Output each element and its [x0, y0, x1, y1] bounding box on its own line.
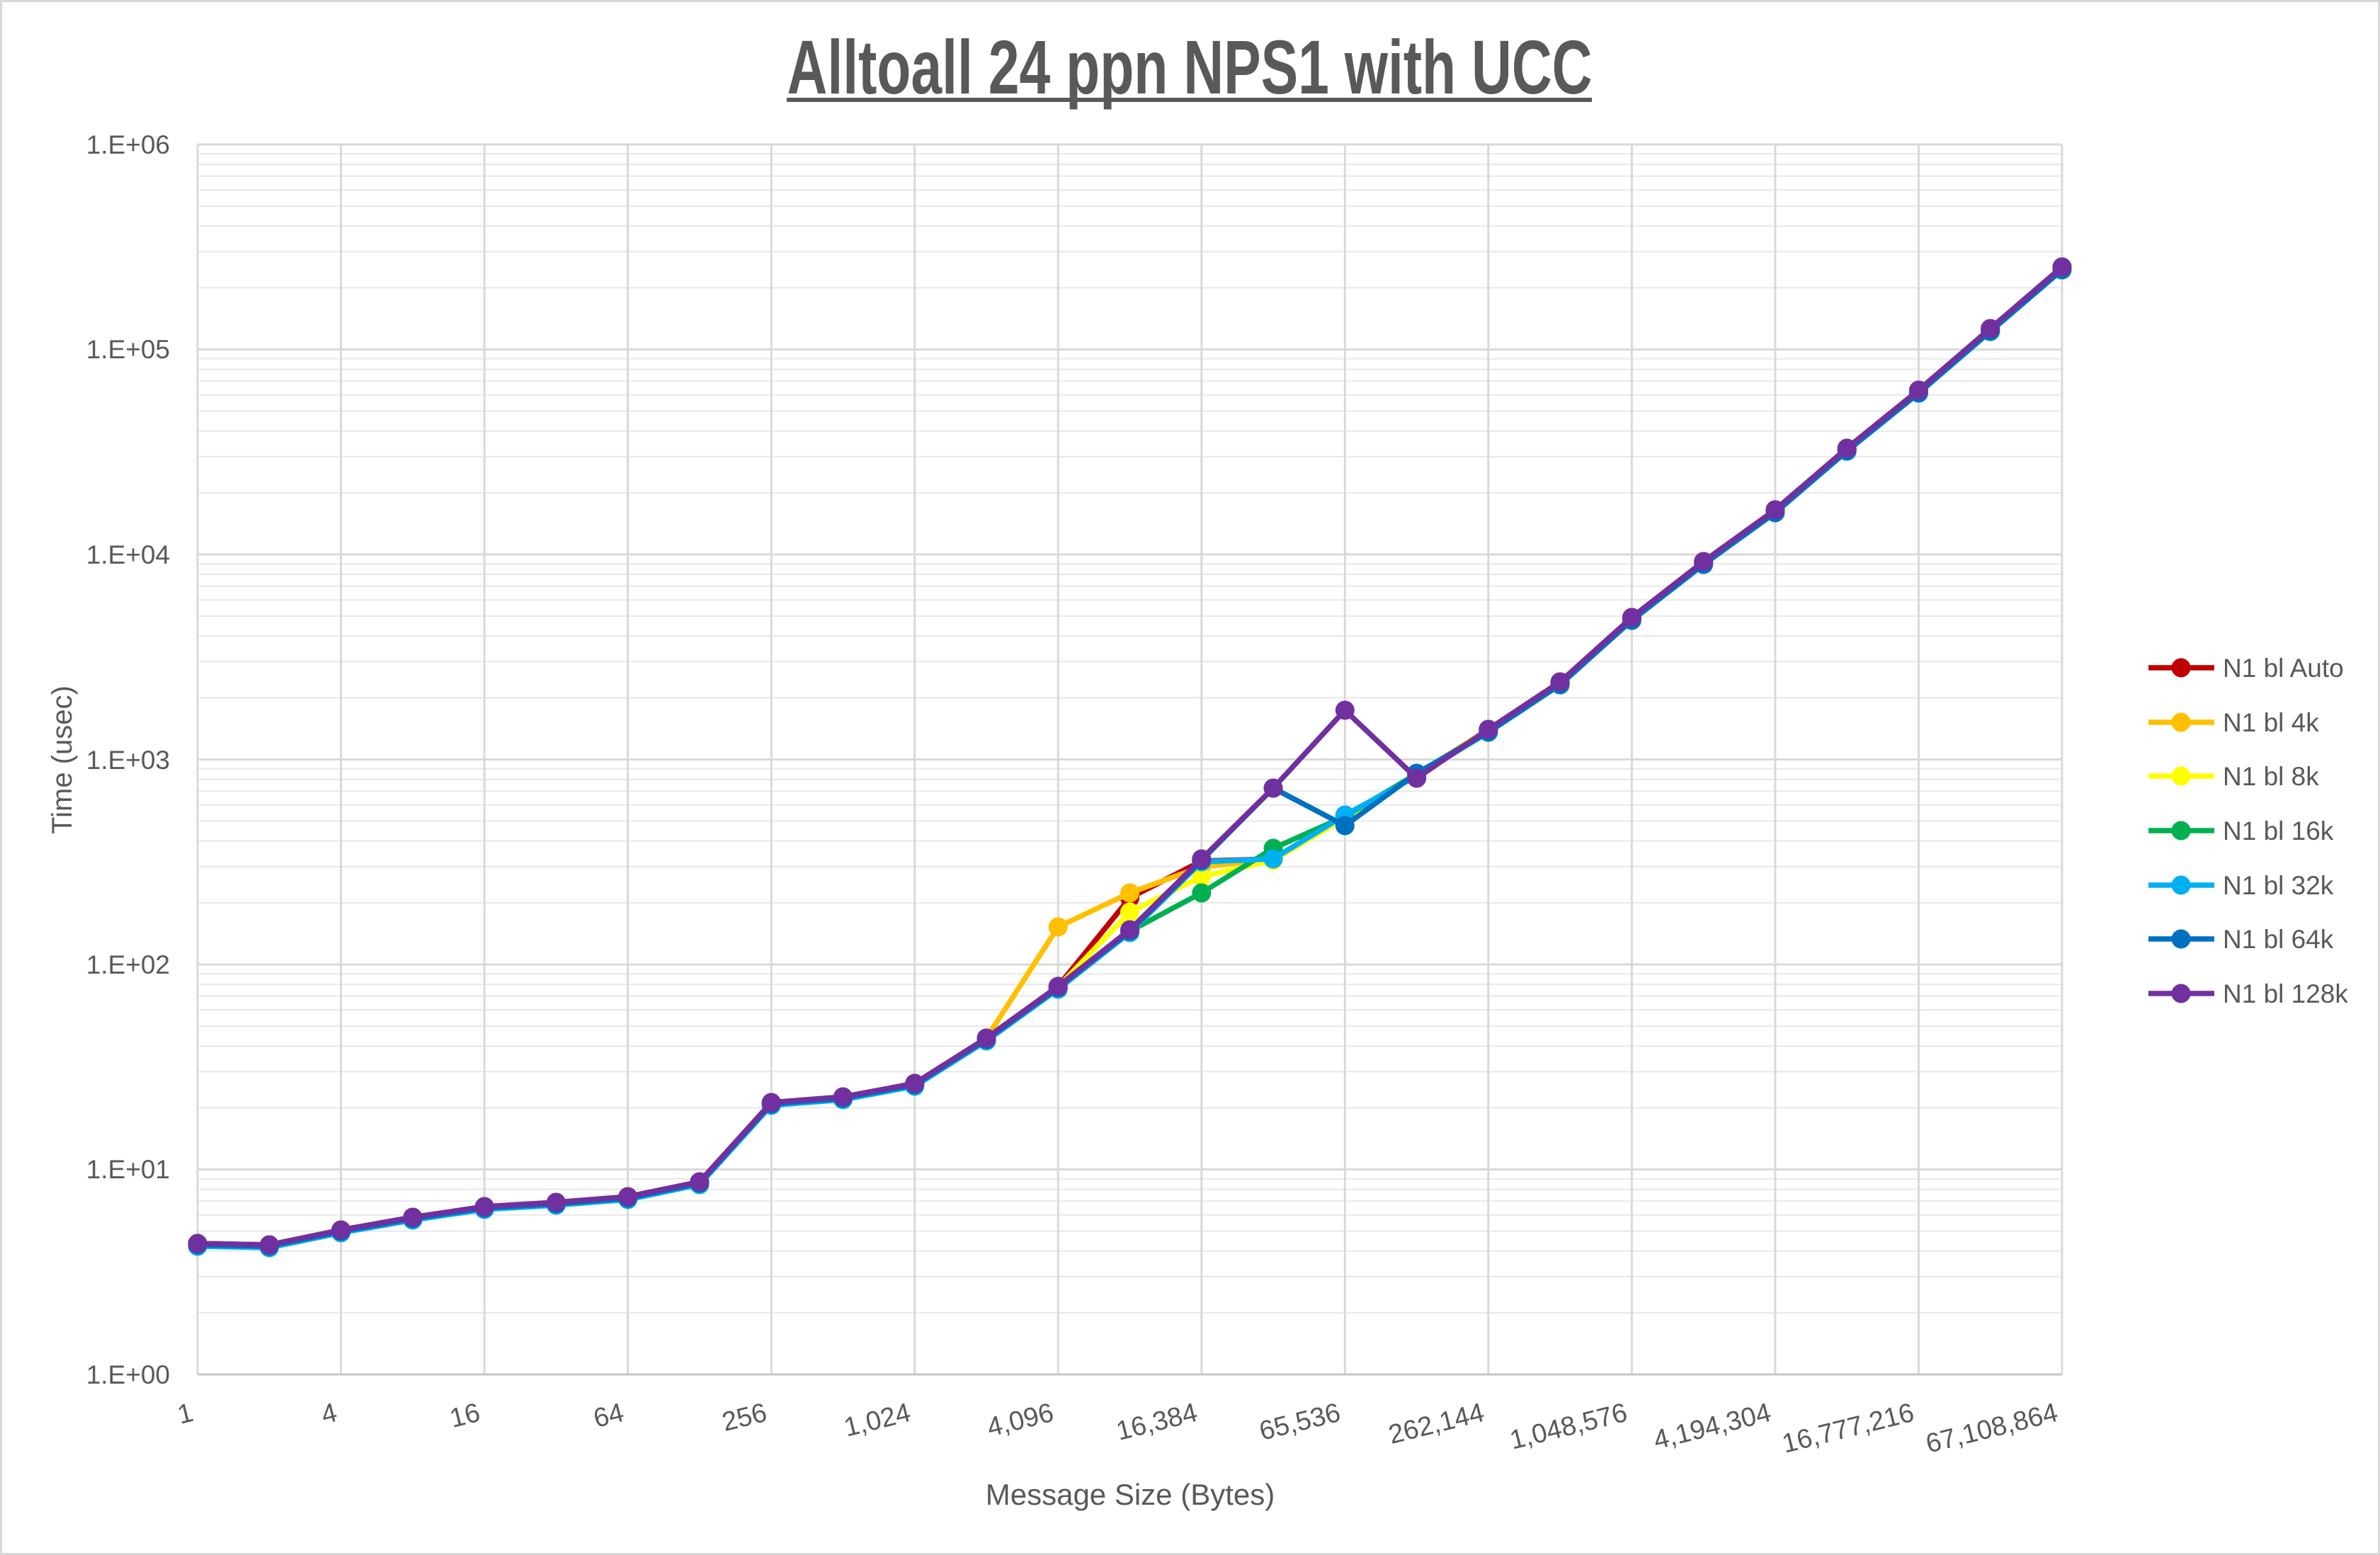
svg-text:Alltoall 24 ppn NPS1 with UCC: Alltoall 24 ppn NPS1 with UCC — [787, 24, 1593, 110]
svg-text:N1 bl 128k: N1 bl 128k — [2223, 979, 2348, 1008]
svg-text:1.E+05: 1.E+05 — [86, 335, 170, 364]
svg-text:16: 16 — [447, 1398, 483, 1434]
svg-text:N1 bl 4k: N1 bl 4k — [2223, 708, 2319, 737]
svg-text:64: 64 — [591, 1398, 627, 1434]
svg-text:1.E+03: 1.E+03 — [86, 746, 170, 775]
svg-text:1.E+01: 1.E+01 — [86, 1155, 170, 1184]
svg-text:N1 bl 64k: N1 bl 64k — [2223, 925, 2334, 954]
svg-text:N1 bl 32k: N1 bl 32k — [2223, 871, 2334, 900]
svg-text:N1 bl 16k: N1 bl 16k — [2223, 816, 2334, 845]
svg-text:1.E+02: 1.E+02 — [86, 950, 170, 979]
svg-text:1.E+06: 1.E+06 — [86, 130, 170, 159]
svg-text:N1 bl Auto: N1 bl Auto — [2223, 654, 2344, 683]
svg-text:N1 bl 8k: N1 bl 8k — [2223, 762, 2319, 791]
svg-text:Message Size (Bytes): Message Size (Bytes) — [986, 1478, 1275, 1511]
svg-text:1.E+00: 1.E+00 — [86, 1360, 170, 1389]
svg-text:1.E+04: 1.E+04 — [86, 540, 170, 569]
svg-text:Time (usec): Time (usec) — [47, 685, 78, 834]
